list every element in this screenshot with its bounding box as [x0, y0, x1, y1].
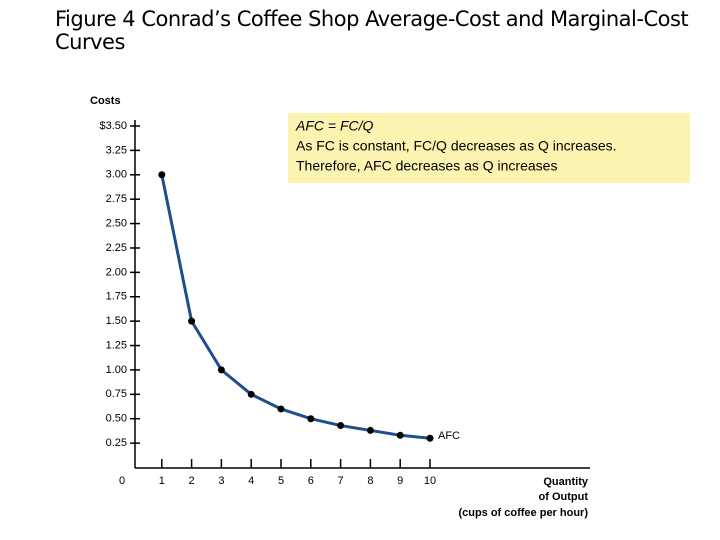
point [307, 415, 315, 423]
point [247, 390, 255, 398]
x-axis-label: (cups of coffee per hour) [458, 507, 588, 519]
x-tick-label: 2 [189, 475, 195, 487]
y-axis-label: Costs [90, 95, 121, 107]
annotation: AFC = FC/Q [295, 118, 374, 134]
y-tick-label: 1.25 [106, 339, 127, 351]
x-axis-label: of Output [539, 491, 589, 503]
y-tick-label: 1.50 [106, 315, 127, 327]
x-tick-label: 0 [119, 475, 125, 487]
y-tick-label: 2.50 [106, 217, 127, 229]
series-label: AFC [438, 430, 460, 442]
y-tick-label: 2.25 [106, 242, 127, 254]
x-tick-label: 1 [159, 475, 165, 487]
point [188, 317, 196, 325]
point [366, 426, 374, 434]
point [396, 431, 404, 439]
chart-title: Figure 4 Conrad’s Coffee Shop Average-Co… [55, 7, 689, 54]
x-tick-label: 5 [278, 475, 284, 487]
point [337, 422, 345, 430]
point [217, 366, 225, 374]
line [160, 174, 431, 440]
y-tick-label: 0.75 [106, 388, 127, 400]
y-tick-label: 3.00 [106, 169, 127, 181]
y-tick-label: $3.50 [99, 120, 127, 132]
x-tick-label: 7 [338, 475, 344, 487]
y-tick-label: 2.00 [106, 266, 127, 278]
x-tick-label: 10 [424, 475, 436, 487]
point [158, 171, 166, 179]
annotation: Therefore, AFC decreases as Q increases [296, 158, 557, 174]
x-tick-label: 3 [218, 475, 224, 487]
y-tick-label: 0.50 [106, 413, 127, 425]
x-tick-label: 9 [397, 475, 403, 487]
x-tick-label: 6 [308, 475, 314, 487]
x-tick-label: 8 [367, 475, 373, 487]
y-tick-label: 3.25 [106, 144, 127, 156]
annotation-box [288, 113, 690, 183]
y-tick-label: 1.75 [106, 291, 127, 303]
y-tick-label: 2.75 [106, 193, 127, 205]
x-tick-label: 4 [248, 475, 254, 487]
y-tick-label: 0.25 [106, 437, 127, 449]
y-tick-label: 1.00 [106, 364, 127, 376]
point [277, 405, 285, 413]
x-axis-label: Quantity [543, 476, 588, 488]
point [426, 434, 434, 442]
annotation: As FC is constant, FC/Q decreases as Q i… [296, 138, 617, 154]
